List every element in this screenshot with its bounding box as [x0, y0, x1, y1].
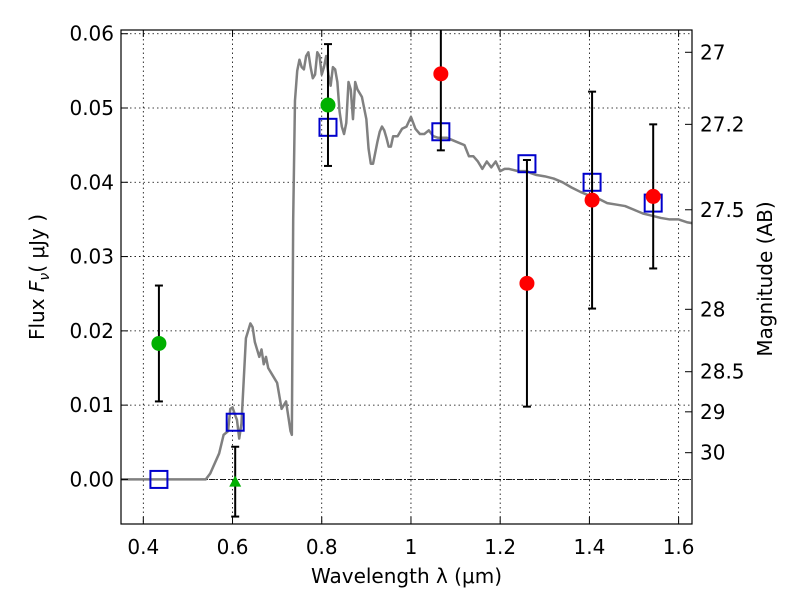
- y-axis-title-subscript: ν: [37, 273, 53, 281]
- upper-limit-marker: [229, 475, 242, 487]
- observed-flux-marker: [433, 66, 449, 82]
- axis-ticks: 0.4 0.6 0.8 1 1.2 1.4 1.6 0.00 0.01 0.02 0.03 0.04 0…: [69, 22, 744, 559]
- right-axis-title: Magnitude (AB): [753, 201, 777, 356]
- x-tick-label: 1.6: [663, 535, 695, 559]
- right-tick-label: 28: [700, 297, 725, 321]
- plot-frame: [120, 29, 693, 525]
- right-tick-label: 27.5: [700, 198, 745, 222]
- y-tick-label: 0.02: [69, 319, 114, 343]
- observed-flux-marker: [584, 192, 600, 208]
- y-tick-label: 0.03: [69, 245, 114, 269]
- right-tick-label: 29: [700, 400, 725, 424]
- y-tick-label: 0.01: [69, 393, 114, 417]
- right-tick-label: 27: [700, 40, 725, 64]
- x-tick-label: 0.8: [306, 535, 338, 559]
- right-tick-label: 30: [700, 441, 725, 465]
- x-axis-title: Wavelength λ (μm): [311, 564, 502, 588]
- y-axis-title-unit: ( μJy ): [25, 214, 49, 273]
- model-flux-marker: [149, 469, 169, 489]
- observed-flux-marker: [320, 97, 336, 113]
- x-tick-label: 1: [405, 535, 418, 559]
- x-tick-label: 1.4: [573, 535, 605, 559]
- model-flux-marker: [225, 412, 245, 432]
- x-tick-label: 0.6: [217, 535, 249, 559]
- grid-lines: [121, 30, 692, 524]
- observed-flux-marker: [645, 188, 661, 204]
- x-tick-label: 1.2: [484, 535, 516, 559]
- sed-model-curve: [121, 51, 693, 481]
- y-tick-label: 0.00: [69, 467, 114, 491]
- y-axis-title-prefix: Flux: [25, 292, 49, 340]
- y-tick-label: 0.04: [69, 170, 114, 194]
- right-tick-label: 27.2: [700, 112, 745, 136]
- x-tick-label: 0.4: [127, 535, 159, 559]
- y-tick-label: 0.05: [69, 96, 114, 120]
- y-axis-title: Flux Fν( μJy ): [25, 214, 53, 340]
- observed-flux-marker: [519, 275, 535, 291]
- right-tick-label: 28.5: [700, 360, 745, 384]
- y-axis-title-symbol: F: [25, 280, 49, 292]
- data-markers: [149, 30, 663, 518]
- observed-flux-marker: [151, 335, 167, 351]
- y-tick-label: 0.06: [69, 22, 114, 46]
